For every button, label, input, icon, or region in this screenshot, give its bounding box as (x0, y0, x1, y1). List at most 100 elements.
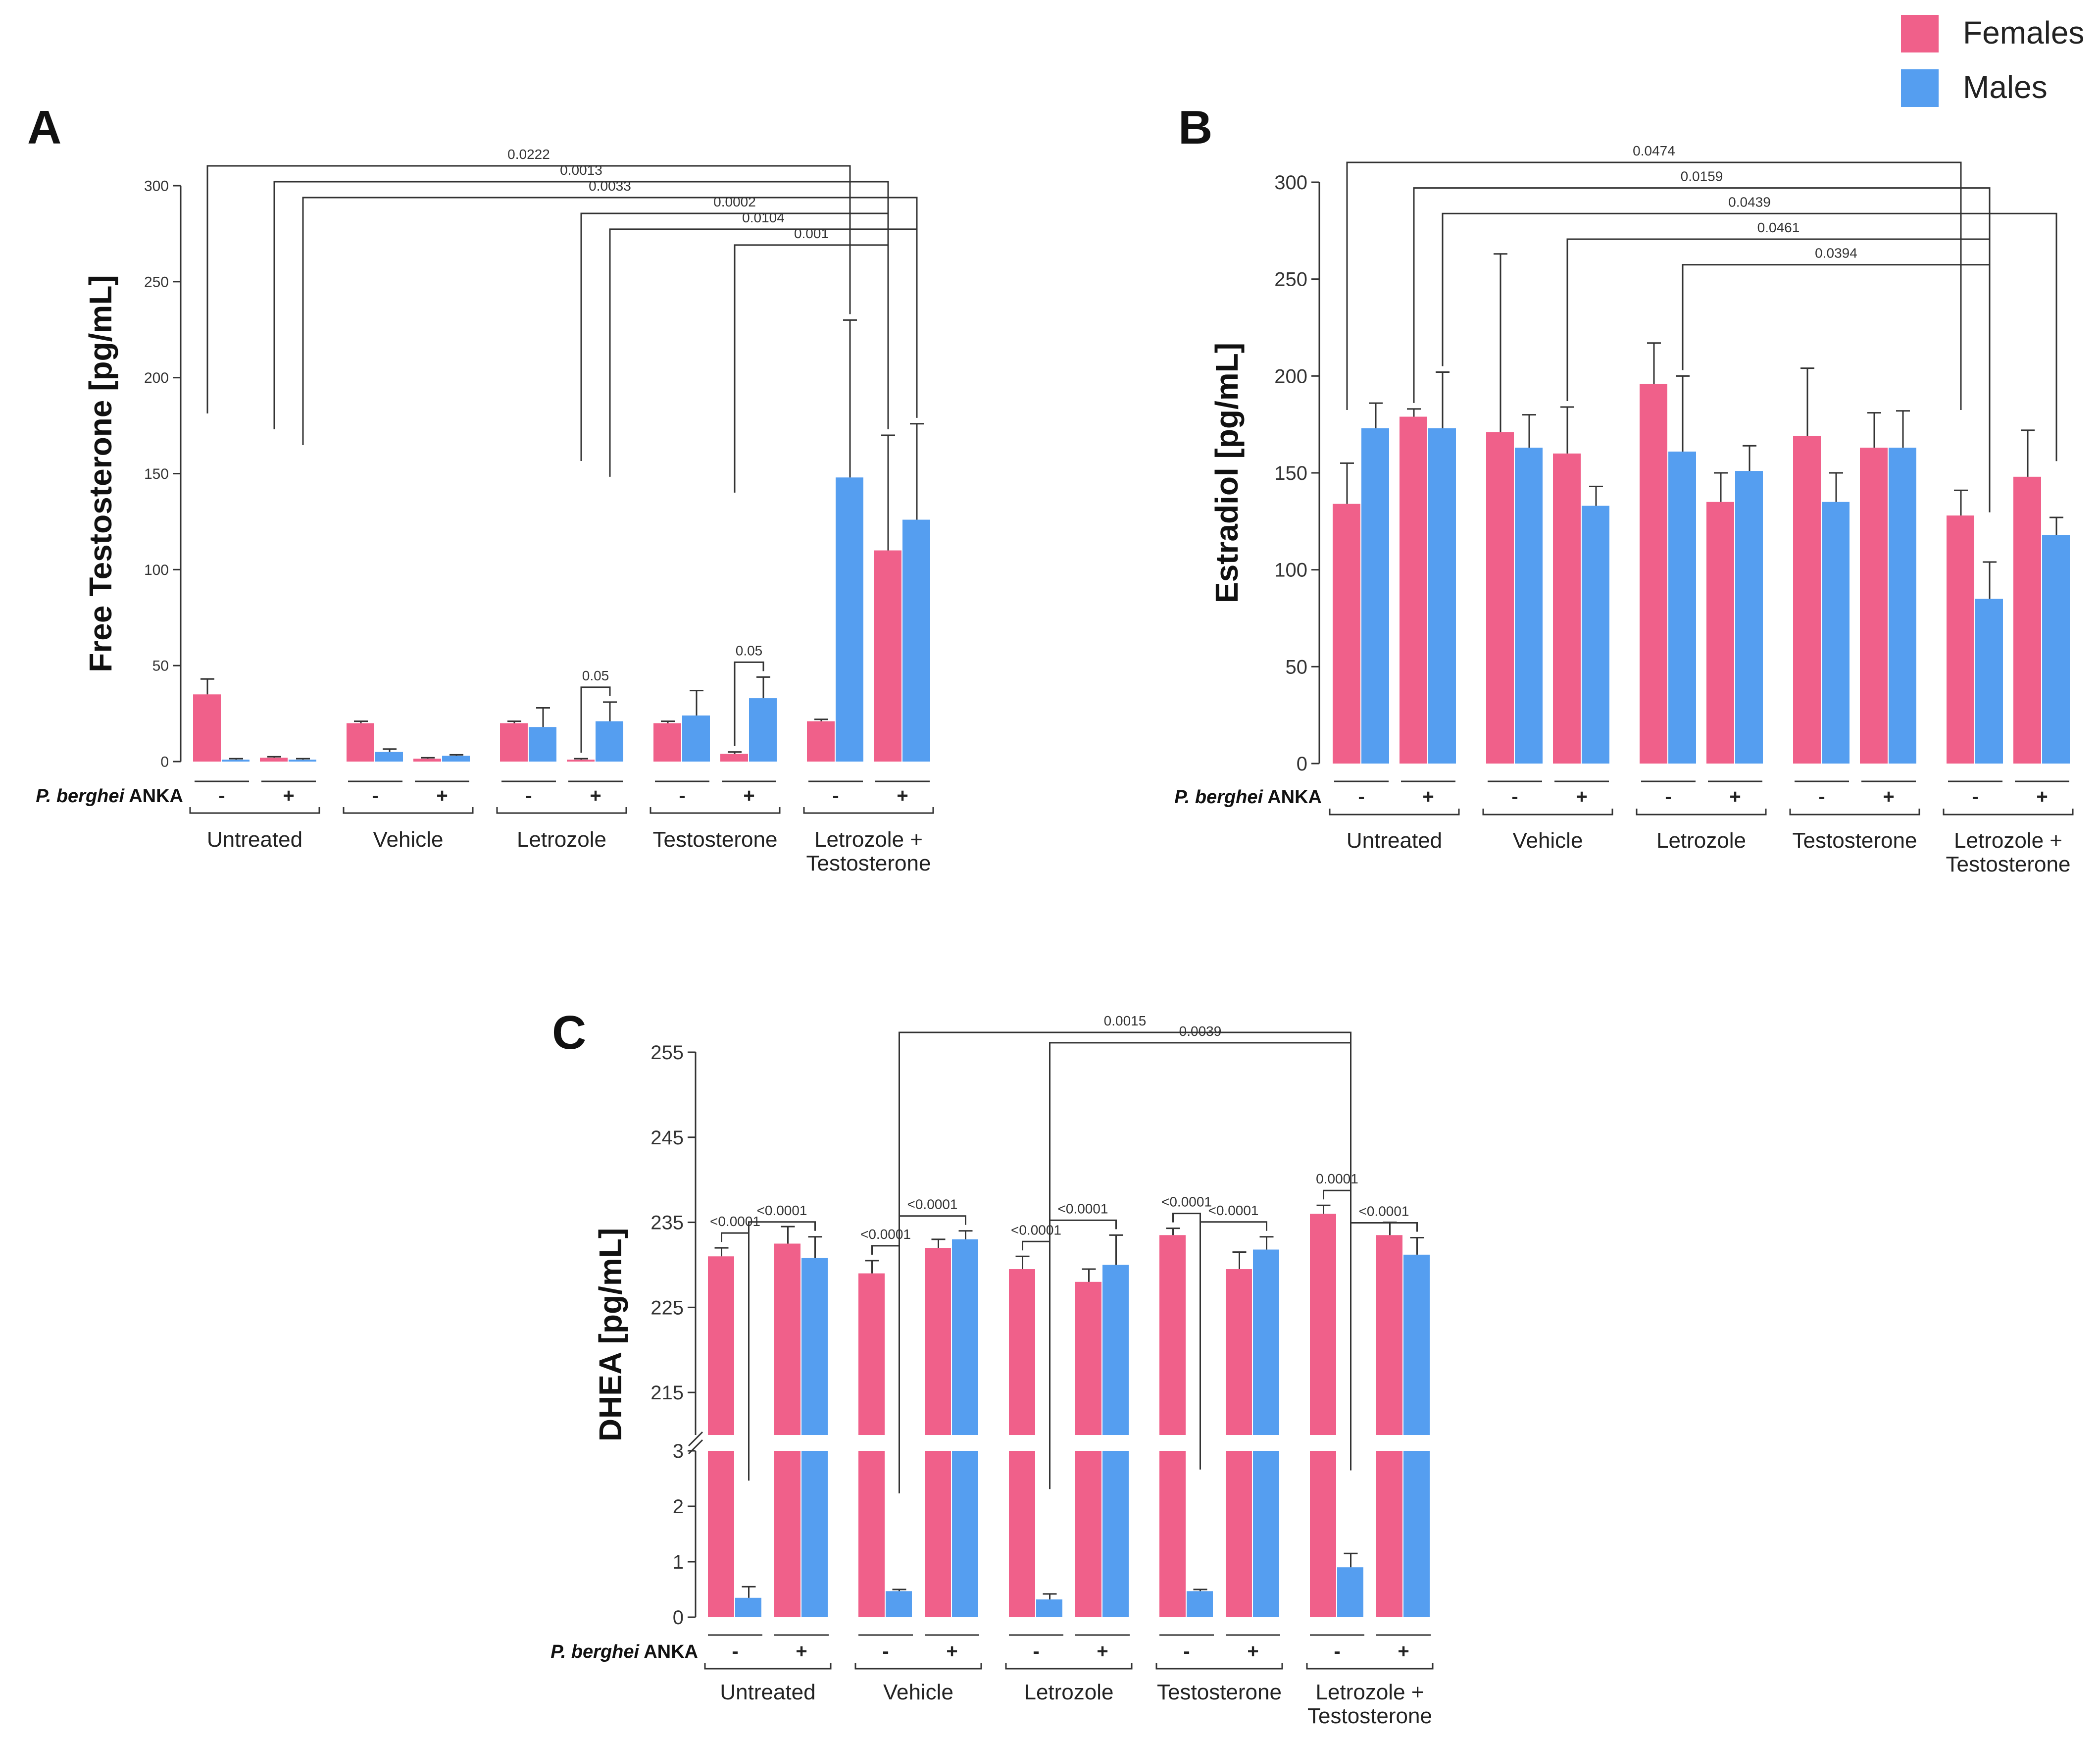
bar-females-lower-segment (1009, 1451, 1035, 1617)
group-label-line: Testosterone (1157, 1680, 1282, 1704)
bar-females (1793, 436, 1821, 764)
infection-label-strain: ANKA (1263, 787, 1322, 808)
y-tick-label: 150 (144, 466, 169, 482)
group-bracket (1943, 809, 2074, 816)
bar-males (952, 1239, 978, 1435)
y-tick-label: 100 (144, 562, 169, 578)
infection-label-strain: ANKA (124, 786, 183, 807)
comparison-bracket (1200, 1221, 1267, 1470)
bar-males (289, 760, 316, 762)
bar-females (1075, 1281, 1101, 1435)
y-tick-label: 300 (1274, 172, 1307, 194)
group-label-line: Testosterone (1307, 1704, 1432, 1728)
p-value-label: <0.0001 (1208, 1203, 1259, 1218)
y-tick-label: 50 (1286, 656, 1308, 678)
group-labels: Untreated Vehicle Letrozole Testosterone Let… (704, 1663, 1434, 1728)
bar-males (1582, 506, 1609, 764)
infection-row: - + - + - + - + - + P. berghei ANKA (36, 780, 930, 807)
bar-males (1036, 1599, 1062, 1617)
infection-sign: - (679, 785, 685, 807)
group-label-line: Letrozole + (1316, 1680, 1424, 1704)
bar-males (1822, 502, 1850, 764)
infection-label: P. berghei ANKA (1174, 787, 1322, 808)
bar-males-lower-segment (1403, 1451, 1430, 1617)
bar-males (1735, 471, 1763, 764)
bar-females (1860, 448, 1888, 764)
group-label: Letrozole (1656, 828, 1746, 853)
panel-A: A 0 50 100 150 200 250 300 Free Testosterone [pg… (27, 101, 934, 875)
y-tick-label: 250 (1274, 269, 1307, 291)
panel-letter: B (1178, 101, 1212, 154)
p-value-label: 0.001 (794, 226, 829, 241)
group-label: Letrozole (1024, 1680, 1113, 1704)
comparison-bracket (1049, 1042, 1351, 1290)
group-label-line: Vehicle (883, 1680, 953, 1704)
infection-sign: + (2036, 786, 2048, 808)
infection-sign: + (436, 785, 448, 807)
infection-label-species: P. berghei (1174, 787, 1263, 808)
group-bracket (1789, 809, 1920, 816)
bar-males (375, 752, 403, 762)
bar-males-lower-segment (1253, 1451, 1279, 1617)
bar-females (1486, 432, 1514, 764)
bar-females-lower-segment (774, 1451, 800, 1617)
p-value-label: 0.0461 (1757, 220, 1800, 235)
infection-sign: - (1183, 1640, 1190, 1662)
bar-females (653, 723, 681, 762)
axis-break-mark (688, 1431, 703, 1447)
y-tick-label: 215 (650, 1382, 684, 1404)
group-label: Untreated (1347, 828, 1442, 853)
comparison-bracket (206, 165, 851, 413)
y-tick-label: 3 (673, 1440, 684, 1462)
legend-label-males: Males (1963, 69, 2048, 105)
group-label-line: Letrozole + (1954, 828, 2062, 853)
group-label-line: Testosterone (806, 851, 931, 875)
bar-females (858, 1273, 885, 1435)
bar-females (1640, 383, 1667, 764)
bar-females-lower-segment (1159, 1451, 1186, 1617)
bar-males (886, 1591, 912, 1617)
infection-sign: + (946, 1640, 957, 1662)
comparison-bracket (1682, 264, 1991, 512)
bar-females (807, 721, 835, 762)
bar-females (720, 754, 748, 762)
infection-row: - + - + - + - + - + P. berghei ANKA (550, 1634, 1431, 1662)
infection-sign: - (732, 1640, 738, 1662)
bar-males (735, 1597, 761, 1617)
group-label: Untreated (720, 1680, 815, 1704)
group-bracket (1155, 1663, 1283, 1670)
y-tick-label: 100 (1274, 560, 1307, 581)
group-bracket (1636, 809, 1767, 816)
bar-males (596, 721, 623, 762)
y-tick-label: 200 (1274, 365, 1307, 387)
p-value-label: 0.0474 (1633, 143, 1675, 158)
group-label-line: Vehicle (373, 827, 444, 852)
group-bracket (1306, 1663, 1434, 1670)
p-value-label: <0.0001 (1359, 1203, 1409, 1219)
group-label-line: Letrozole (1024, 1680, 1113, 1704)
y-axis: 0 50 100 150 200 250 300 (144, 178, 182, 770)
bar-females (1706, 502, 1734, 764)
infection-sign: + (796, 1640, 807, 1662)
bar-males (1668, 451, 1696, 764)
p-value-label: <0.0001 (757, 1203, 807, 1218)
bar-females (260, 758, 288, 762)
bar-males-lower-segment (952, 1451, 978, 1617)
bar-females (1226, 1269, 1252, 1435)
bar-males (2042, 535, 2070, 764)
y-tick-label: 300 (144, 178, 169, 195)
infection-sign: - (218, 785, 225, 807)
y-tick-label: 150 (1274, 462, 1307, 484)
infection-sign: - (1334, 1640, 1340, 1662)
group-label-line: Vehicle (1513, 828, 1583, 853)
y-axis: 215 225 235 245 255 0 1 2 3 (650, 1042, 703, 1629)
infection-sign: - (1033, 1640, 1039, 1662)
infection-sign: - (1972, 786, 1978, 808)
bar-males (1403, 1254, 1430, 1435)
y-tick-label: 0 (160, 754, 169, 770)
legend-swatch-females (1901, 15, 1939, 52)
group-label: Vehicle (1513, 828, 1583, 853)
bar-males (1102, 1265, 1129, 1435)
bar-males (801, 1258, 828, 1435)
group-label: Testosterone (653, 827, 778, 852)
